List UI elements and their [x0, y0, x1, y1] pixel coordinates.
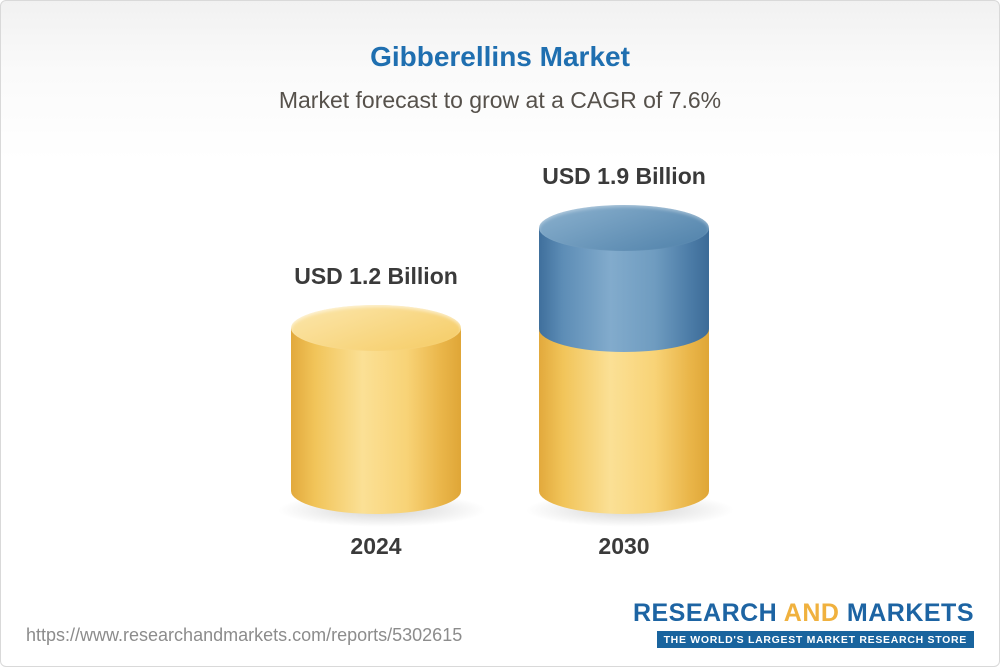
- bar-2030-base-segment: [539, 329, 709, 514]
- logo-word-markets: MARKETS: [846, 599, 974, 627]
- bar-2030-value-label: USD 1.9 Billion: [542, 163, 706, 189]
- bar-2024-value-label: USD 1.2 Billion: [294, 263, 458, 289]
- x-axis-label-2030: 2030: [598, 533, 650, 559]
- logo-tagline: THE WORLD'S LARGEST MARKET RESEARCH STOR…: [656, 631, 974, 648]
- chart-title: Gibberellins Market: [370, 41, 630, 72]
- research-and-markets-logo: RESEARCH AND MARKETS THE WORLD'S LARGEST…: [633, 599, 974, 648]
- logo-word-and: AND: [783, 599, 840, 627]
- logo-wordmark: RESEARCH AND MARKETS: [633, 599, 974, 628]
- chart-subtitle: Market forecast to grow at a CAGR of 7.6…: [278, 87, 722, 113]
- x-axis-label-2024: 2024: [350, 533, 402, 559]
- logo-word-research: RESEARCH: [632, 599, 778, 627]
- report-url: https://www.researchandmarkets.com/repor…: [26, 625, 463, 645]
- bar-2024-cylinder-top: [291, 305, 461, 351]
- bar-2024-cylinder-body: [291, 328, 461, 514]
- bar-2030-cylinder-top: [539, 205, 709, 251]
